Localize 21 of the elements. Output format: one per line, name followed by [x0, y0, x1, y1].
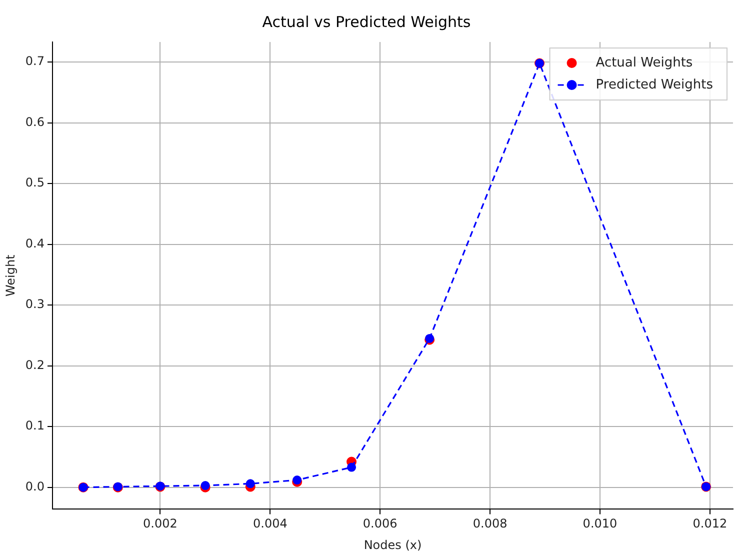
y-tick-label: 0.7 — [25, 54, 44, 68]
x-tick-label: 0.010 — [582, 516, 618, 531]
x-tick-label: 0.008 — [472, 516, 508, 531]
y-tick-label: 0.3 — [25, 297, 44, 312]
y-tick-label: 0.6 — [25, 114, 44, 129]
x-tick-label: 0.004 — [252, 516, 288, 531]
y-tick-label: 0.0 — [25, 479, 44, 494]
x-tick-label: 0.012 — [692, 516, 728, 531]
point — [246, 479, 255, 488]
y-tick-label: 0.5 — [25, 176, 44, 190]
x-tick-label: 0.006 — [362, 516, 398, 531]
x-axis-title: Nodes (x) — [364, 538, 422, 552]
point — [347, 462, 356, 472]
y-axis-title: Weight — [3, 254, 18, 297]
y-tick-label: 0.4 — [25, 236, 44, 250]
chart-title: Actual vs Predicted Weights — [262, 12, 471, 31]
legend-label: Predicted Weights — [596, 77, 714, 92]
y-tick-label: 0.1 — [25, 418, 44, 433]
x-tick-label: 0.002 — [143, 516, 178, 531]
y-tick-label: 0.2 — [25, 358, 44, 372]
legend-label: Actual Weights — [596, 55, 693, 70]
